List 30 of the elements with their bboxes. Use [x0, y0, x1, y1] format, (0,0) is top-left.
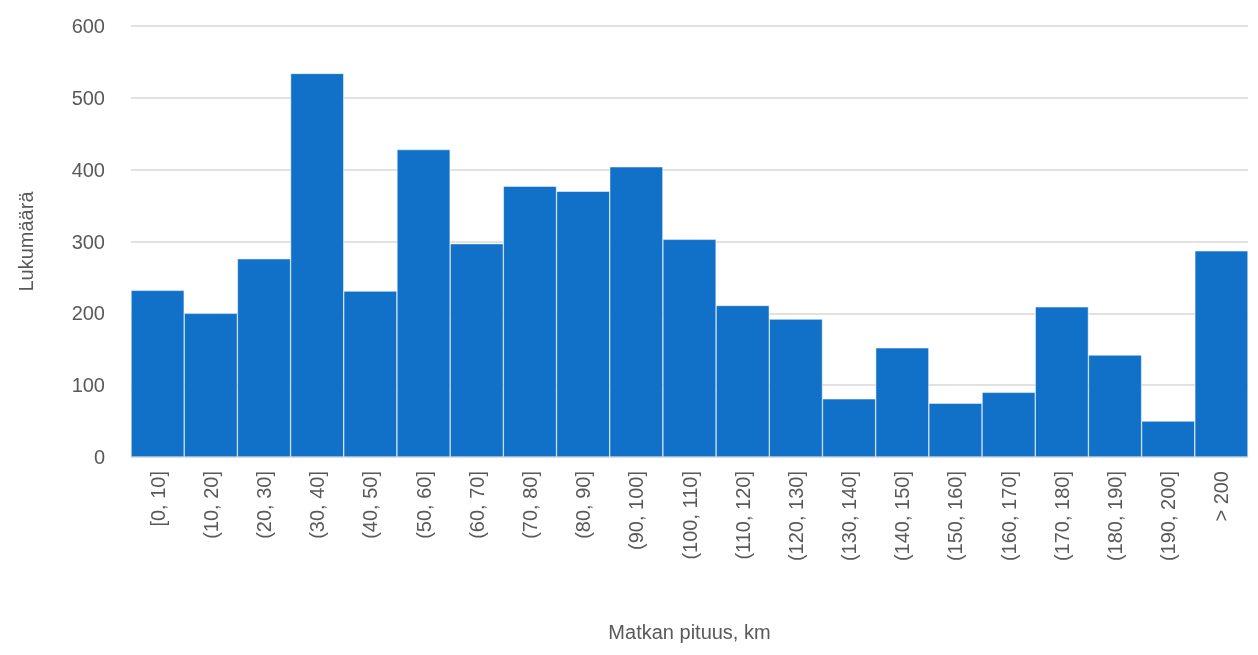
- x-tick-label: (90, 100]: [625, 471, 648, 550]
- x-tick-label: (150, 160]: [944, 471, 967, 562]
- y-tick-label: 0: [93, 446, 105, 468]
- x-tick-label: (190, 200]: [1157, 471, 1180, 562]
- x-tick-label: > 200: [1210, 471, 1233, 522]
- x-tick-label: (80, 90]: [572, 471, 595, 539]
- y-tick-label: 500: [71, 86, 105, 109]
- x-tick-label: (70, 80]: [518, 471, 541, 539]
- y-axis-title: Lukumäärä: [15, 190, 37, 292]
- x-tick-label: (50, 60]: [412, 471, 435, 539]
- x-tick-label: (60, 70]: [465, 471, 488, 539]
- x-tick-label: (10, 20]: [199, 471, 222, 539]
- x-tick-label: [0, 10]: [146, 471, 169, 527]
- x-tick-label: (170, 180]: [1050, 471, 1073, 562]
- x-tick-label: (40, 50]: [359, 471, 382, 539]
- y-tick-label: 100: [71, 374, 105, 397]
- x-tick-label: (30, 40]: [306, 471, 329, 539]
- x-axis-title: Matkan pituus, km: [608, 621, 771, 643]
- y-tick-label: 600: [71, 15, 105, 37]
- x-tick-label: (130, 140]: [838, 471, 861, 562]
- x-tick-label: (120, 130]: [784, 471, 807, 562]
- x-tick-label: (20, 30]: [252, 471, 275, 539]
- x-tick-label: (100, 110]: [678, 471, 701, 560]
- y-tick-label: 200: [71, 302, 105, 325]
- x-tick-label: (110, 120]: [731, 471, 754, 560]
- x-tick-label: (180, 190]: [1104, 471, 1127, 562]
- x-tick-label: (140, 150]: [891, 471, 914, 562]
- y-tick-label: 300: [71, 230, 105, 253]
- x-tick-label: (160, 170]: [997, 471, 1020, 562]
- y-tick-label: 400: [71, 158, 105, 181]
